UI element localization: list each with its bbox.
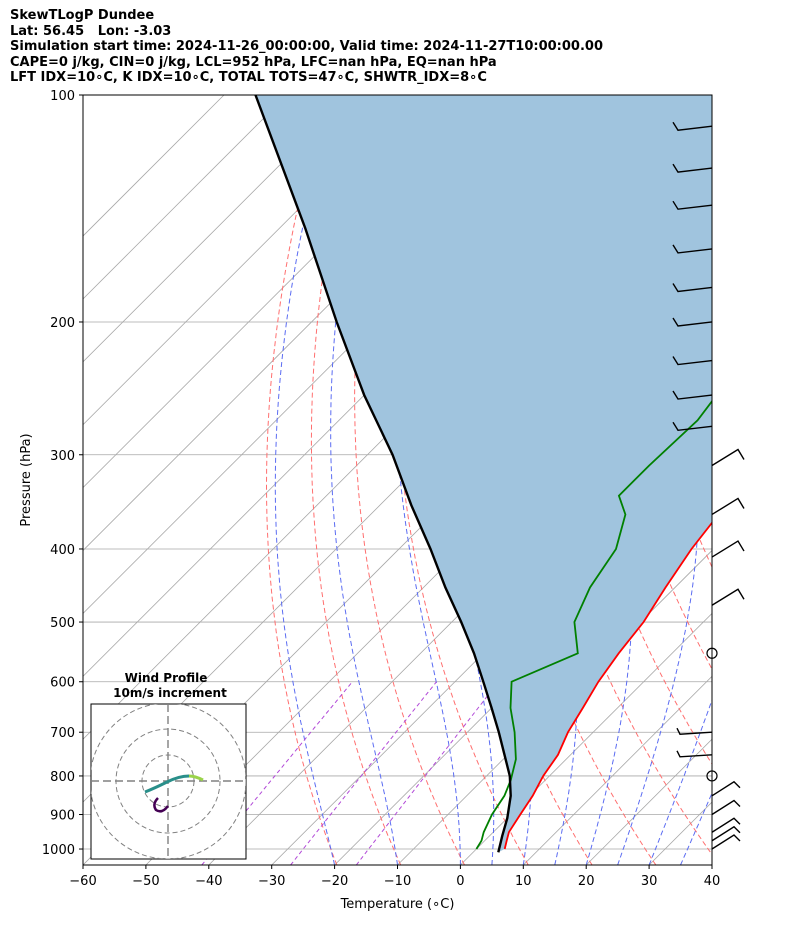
wind-barbs bbox=[672, 121, 745, 850]
dry-adiabat bbox=[354, 95, 465, 865]
moist-adiabat bbox=[680, 791, 712, 865]
inset-title: Wind Profile bbox=[125, 671, 208, 685]
chart-title: SkewTLogP Dundee bbox=[10, 8, 155, 23]
wind-barb bbox=[676, 750, 713, 758]
isotherm bbox=[334, 487, 712, 865]
wind-barb bbox=[676, 727, 713, 735]
time-line: Simulation start time: 2024-11-26_00:00:… bbox=[10, 39, 603, 54]
cape-cin-shading bbox=[255, 95, 712, 853]
cin-shade bbox=[255, 95, 712, 853]
x-tick-label: 20 bbox=[578, 874, 595, 889]
mixing-ratio-line bbox=[355, 681, 499, 865]
chart-header: SkewTLogP Dundee Lat: 56.45 Lon: -3.03 S… bbox=[10, 8, 603, 86]
wind-barb bbox=[672, 163, 713, 173]
wind-barb bbox=[711, 799, 741, 816]
dry-adiabat bbox=[310, 95, 402, 865]
y-tick-label: 800 bbox=[50, 770, 75, 785]
dewpoint-line bbox=[475, 399, 712, 850]
wind-barb bbox=[672, 356, 713, 366]
dry-adiabat bbox=[750, 95, 794, 865]
x-tick-label: 0 bbox=[456, 874, 464, 889]
moist-adiabat bbox=[330, 95, 398, 865]
x-tick-label: 10 bbox=[515, 874, 532, 889]
hodograph-mid bbox=[144, 774, 190, 794]
wind-barb bbox=[672, 390, 713, 400]
indices-line-1: CAPE=0 j/kg, CIN=0 j/kg, LCL=952 hPa, LF… bbox=[10, 54, 497, 70]
dry-adiabat bbox=[782, 95, 794, 865]
isotherm bbox=[460, 612, 712, 865]
y-tick-label: 900 bbox=[50, 809, 75, 824]
x-tick-label: −10 bbox=[384, 874, 411, 889]
wind-barb bbox=[672, 244, 713, 254]
moist-adiabat bbox=[711, 863, 712, 865]
wind-barb bbox=[711, 497, 745, 516]
y-tick-label: 400 bbox=[50, 543, 75, 558]
wind-barb bbox=[711, 834, 741, 850]
location-line: Lat: 56.45 Lon: -3.03 bbox=[10, 23, 172, 39]
wind-barb bbox=[711, 780, 741, 797]
y-tick-label: 100 bbox=[50, 89, 75, 104]
y-tick-label: 600 bbox=[50, 676, 75, 691]
temperature-line bbox=[503, 521, 712, 850]
wind-barb bbox=[672, 121, 713, 131]
indices-line-2: LFT IDX=10∘C, K IDX=10∘C, TOTAL TOTS=47∘… bbox=[10, 70, 487, 85]
wind-barb bbox=[672, 317, 713, 327]
y-tick-label: 1000 bbox=[42, 843, 75, 858]
wind-barb bbox=[672, 421, 713, 432]
isotherm bbox=[711, 864, 712, 865]
wind-barb-calm bbox=[706, 647, 718, 659]
wind-barb-calm bbox=[706, 770, 718, 782]
mixing-ratio-line bbox=[290, 681, 437, 865]
x-tick-label: −20 bbox=[321, 874, 348, 889]
wind-barb bbox=[711, 540, 745, 558]
isotherm bbox=[523, 675, 712, 865]
wind-barb bbox=[711, 817, 741, 833]
y-tick-label: 200 bbox=[50, 316, 75, 331]
dry-adiabat bbox=[717, 95, 794, 865]
x-tick-label: −50 bbox=[132, 874, 159, 889]
isotherm bbox=[83, 95, 288, 300]
dry-adiabat bbox=[512, 95, 712, 856]
moist-adiabat bbox=[274, 95, 337, 865]
wind-barb bbox=[672, 200, 713, 210]
hodograph-low bbox=[153, 797, 169, 813]
y-tick-label: 300 bbox=[50, 449, 75, 464]
parcel-line bbox=[254, 95, 512, 853]
moist-adiabat bbox=[617, 95, 699, 865]
y-tick-label: 700 bbox=[50, 726, 75, 741]
hodograph-high bbox=[188, 774, 204, 782]
x-tick-label: −30 bbox=[258, 874, 285, 889]
profile-lines bbox=[254, 95, 712, 853]
y-axis-label: Pressure (hPa) bbox=[19, 433, 34, 526]
x-axis-label: Temperature (∘C) bbox=[340, 897, 455, 912]
x-tick-label: −60 bbox=[69, 874, 96, 889]
wind-barb bbox=[711, 825, 741, 842]
wind-barb bbox=[711, 448, 745, 467]
x-tick-label: −40 bbox=[195, 874, 222, 889]
dry-adiabat bbox=[266, 95, 338, 865]
wind-barb bbox=[711, 588, 745, 606]
moist-adiabat bbox=[648, 698, 712, 865]
inset-subtitle: 10m/s increment bbox=[113, 686, 227, 700]
wind-barb bbox=[672, 283, 713, 293]
y-tick-label: 500 bbox=[50, 616, 75, 631]
x-tick-label: 30 bbox=[641, 874, 658, 889]
axes: −60 −50 −40 −30 −20 −10 0 10 20 30 40 100 200 300 400 5… bbox=[19, 89, 720, 912]
wind-profile-inset: Wind Profile 10m/s increment bbox=[90, 671, 247, 860]
isotherm bbox=[83, 95, 351, 363]
isotherm bbox=[83, 95, 413, 426]
isotherm bbox=[83, 95, 225, 237]
x-tick-label: 40 bbox=[704, 874, 721, 889]
